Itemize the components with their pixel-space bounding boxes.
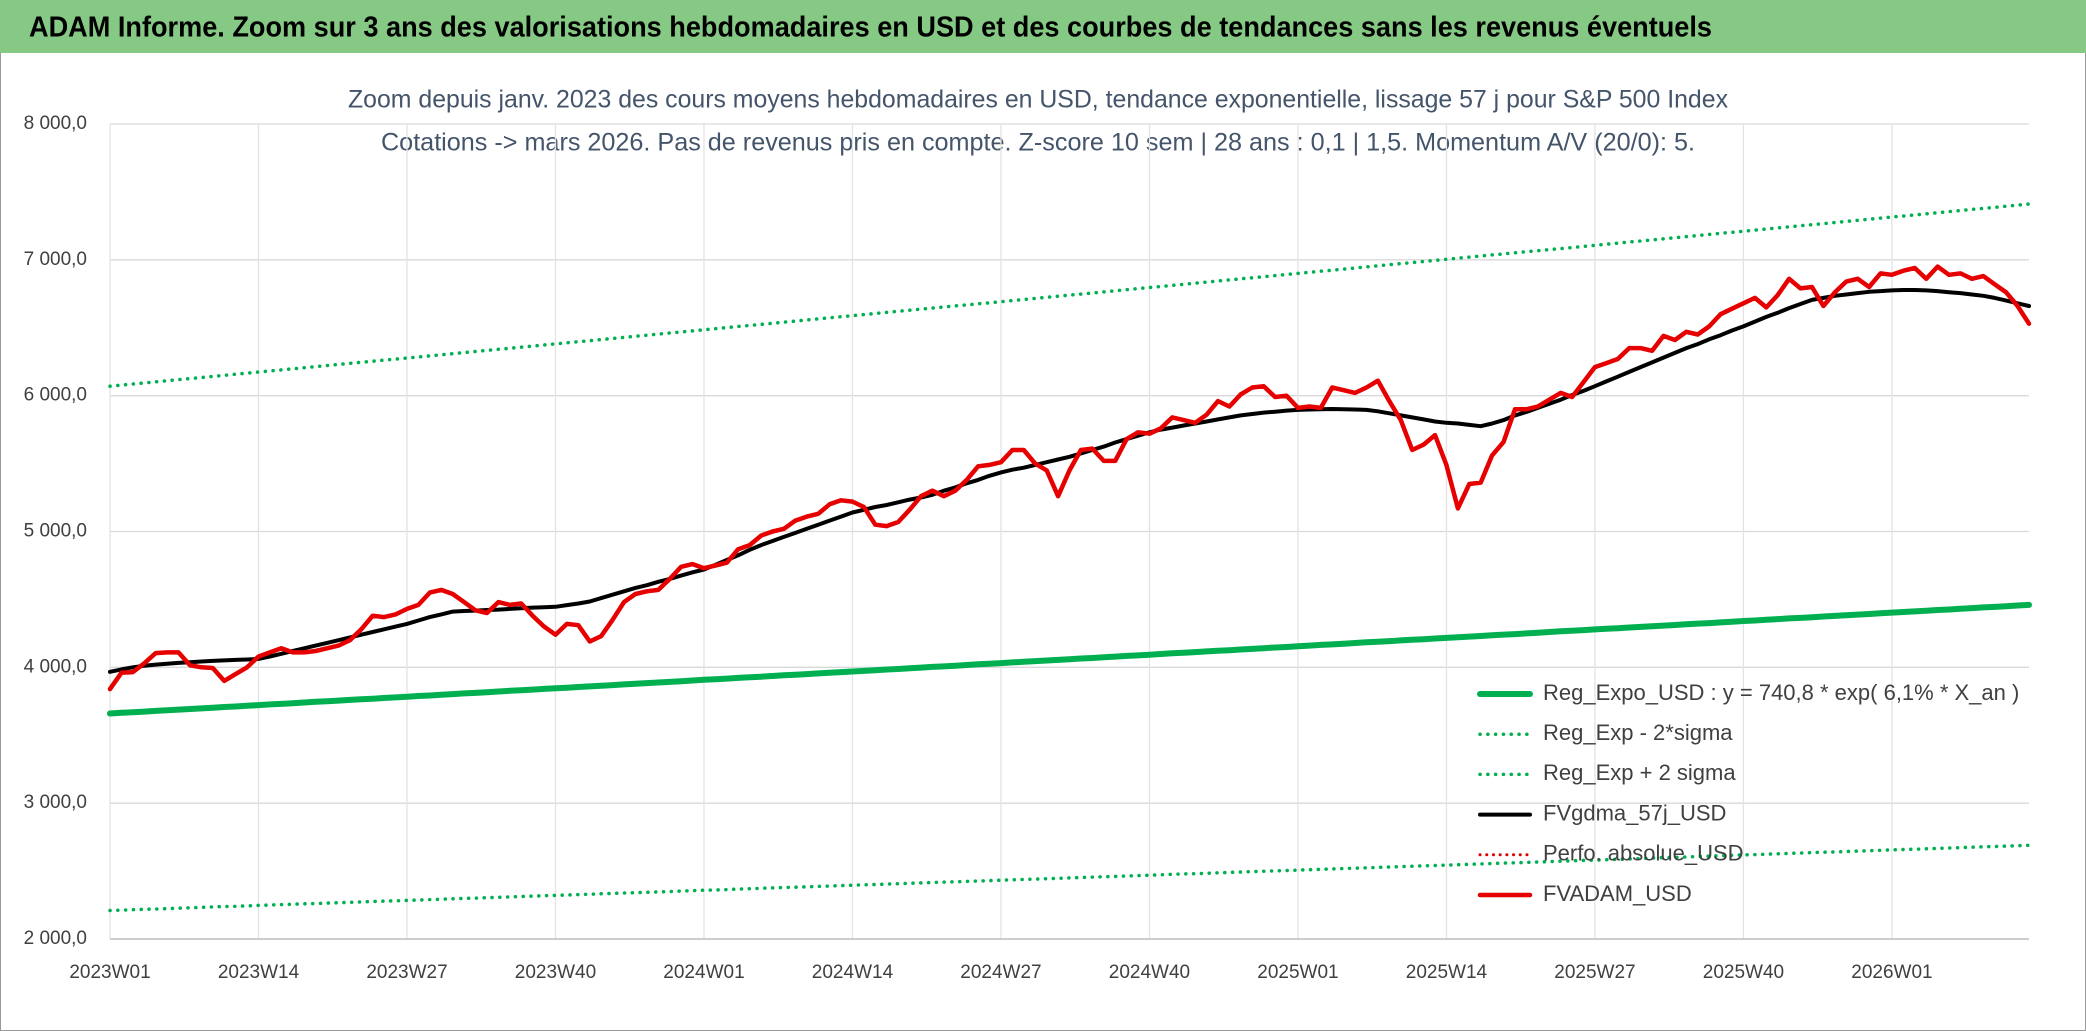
banner [0, 0, 2086, 53]
y-tick-label: 2 000,0 [24, 928, 87, 949]
x-tick-label: 2023W14 [218, 962, 300, 983]
chart-title: ADAM Informe. Zoom sur 3 ans des valoris… [29, 12, 1712, 44]
legend-label: Reg_Expo_USD : y = 740,8 * exp( 6,1% * X… [1543, 680, 2019, 705]
x-tick-label: 2023W40 [515, 962, 596, 983]
series-line [108, 288, 2031, 674]
legend-label: FVADAM_USD [1543, 881, 1692, 906]
chart-subtitle: Zoom depuis janv. 2023 des cours moyens … [348, 86, 1728, 114]
x-tick-label: 2026W01 [1851, 962, 1932, 983]
chart-subtitle: Cotations -> mars 2026. Pas de revenus p… [381, 129, 1695, 157]
series-line [108, 202, 2031, 388]
y-tick-label: 4 000,0 [24, 656, 87, 677]
series-line [107, 601, 2032, 717]
x-tick-label: 2023W27 [366, 962, 447, 983]
y-tick-label: 6 000,0 [24, 385, 87, 406]
x-tick-label: 2024W40 [1109, 962, 1190, 983]
legend-label: Reg_Exp + 2 sigma [1543, 760, 1736, 785]
legend-label: FVgdma_57j_USD [1543, 800, 1726, 825]
x-tick-label: 2024W27 [960, 962, 1041, 983]
x-tick-label: 2025W01 [1257, 962, 1338, 983]
legend-label: Reg_Exp - 2*sigma [1543, 720, 1733, 745]
y-tick-label: 8 000,0 [24, 113, 87, 134]
x-tick-label: 2023W01 [69, 962, 150, 983]
x-tick-label: 2024W14 [812, 962, 894, 983]
series-line [108, 843, 2031, 913]
legend-label: Perfo. absolue_USD [1543, 841, 1744, 866]
y-tick-label: 5 000,0 [24, 521, 87, 542]
x-tick-label: 2025W14 [1406, 962, 1488, 983]
x-tick-label: 2025W40 [1703, 962, 1784, 983]
y-tick-label: 7 000,0 [24, 249, 87, 270]
x-tick-label: 2024W01 [663, 962, 744, 983]
series-line [107, 264, 2032, 692]
y-tick-label: 3 000,0 [24, 792, 87, 813]
x-tick-label: 2025W27 [1554, 962, 1635, 983]
